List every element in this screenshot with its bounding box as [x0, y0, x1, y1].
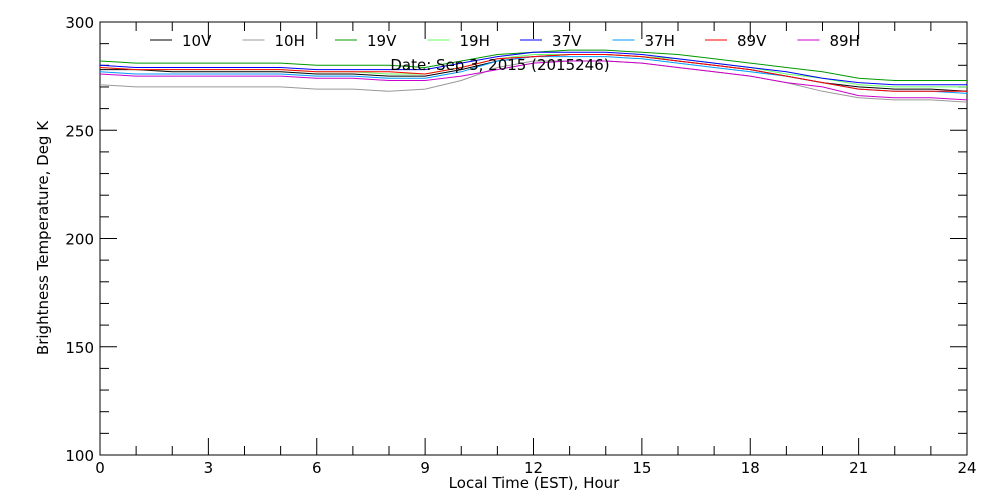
legend-label-89h: 89H [830, 32, 860, 50]
y-tick-label: 100 [65, 447, 94, 465]
y-tick-label: 150 [65, 339, 94, 357]
legend-label-89v: 89V [737, 32, 767, 50]
x-tick-label: 3 [204, 459, 214, 477]
x-tick-label: 6 [312, 459, 322, 477]
y-tick-label: 200 [65, 231, 94, 249]
legend-label-10v: 10V [182, 32, 212, 50]
x-tick-label: 12 [524, 459, 543, 477]
series-line-37v [99, 51, 967, 86]
x-tick-label: 24 [957, 459, 976, 477]
legend-label-10h: 10H [275, 32, 305, 50]
x-tick-label: 15 [632, 459, 651, 477]
chart-title: Date: Sep 3, 2015 (2015246) [390, 56, 609, 74]
y-axis-label: Brightness Temperature, Deg K [34, 120, 52, 355]
y-tick-label: 300 [65, 14, 94, 32]
x-tick-label: 0 [95, 459, 105, 477]
legend-label-37h: 37H [645, 32, 675, 50]
legend-label-37v: 37V [552, 32, 582, 50]
y-tick-label: 250 [65, 122, 94, 140]
series-line-10h [99, 60, 968, 103]
series-line-89h [99, 60, 968, 101]
x-tick-label: 9 [420, 459, 430, 477]
x-tick-label: 21 [849, 459, 868, 477]
legend-label-19v: 19V [367, 32, 397, 50]
series-line-89v [99, 54, 967, 92]
x-axis-label: Local Time (EST), Hour [449, 474, 620, 492]
legend-label-19h: 19H [460, 32, 490, 50]
x-tick-label: 18 [741, 459, 760, 477]
